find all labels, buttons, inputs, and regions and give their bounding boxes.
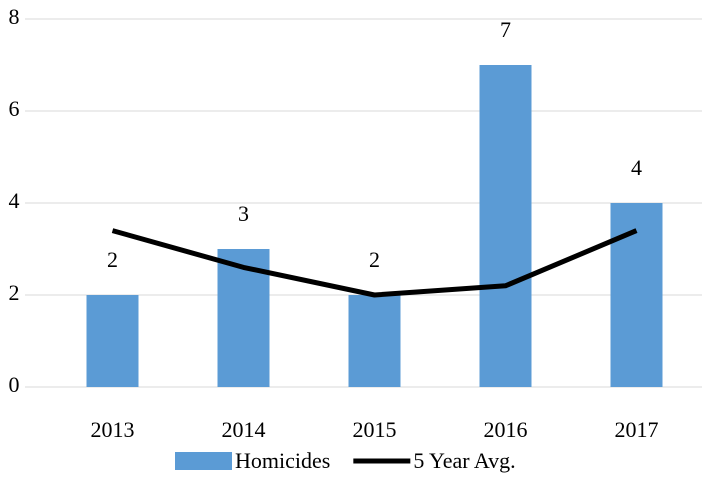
bar [86, 295, 139, 387]
x-tick-label: 2016 [484, 417, 528, 442]
bar [610, 203, 663, 387]
y-tick-label: 0 [9, 372, 20, 397]
legend-label: 5 Year Avg. [413, 448, 515, 473]
data-label: 3 [238, 201, 249, 226]
y-tick-label: 8 [9, 4, 20, 29]
data-label: 2 [369, 247, 380, 272]
x-tick-label: 2015 [353, 417, 397, 442]
x-tick-label: 2013 [91, 417, 135, 442]
data-label: 2 [107, 247, 118, 272]
line [111, 228, 638, 298]
y-tick-label: 4 [9, 188, 20, 213]
bar [348, 295, 401, 387]
data-label: 7 [500, 17, 511, 42]
legend-swatch [175, 452, 232, 470]
y-tick-label: 6 [9, 96, 20, 121]
x-tick-label: 2014 [222, 417, 266, 442]
bar [479, 65, 532, 387]
y-tick-label: 2 [9, 280, 20, 305]
data-label: 4 [631, 155, 642, 180]
x-tick-label: 2017 [615, 417, 659, 442]
legend-label: Homicides [235, 448, 330, 473]
